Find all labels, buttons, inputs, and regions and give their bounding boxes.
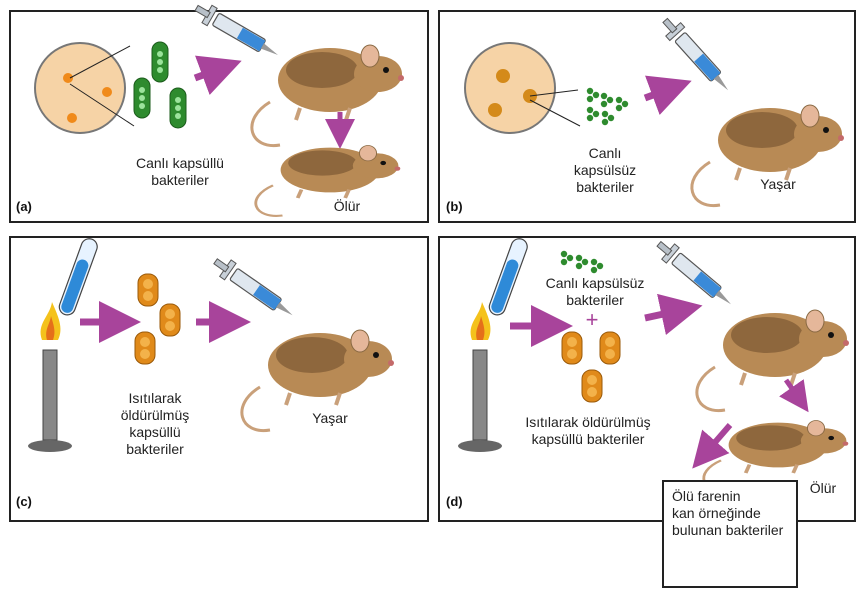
- caption-c: Isıtılarak öldürülmüş kapsüllü bakterile…: [120, 390, 190, 457]
- caption-d-top: Canlı kapsülsüz bakteriler: [545, 275, 645, 308]
- bunsen-burner-icon: [27, 301, 73, 453]
- outcome-b: Yaşar: [760, 176, 796, 192]
- capsulated-bacterium: [169, 87, 187, 129]
- noncapsulated-bacterium: [575, 254, 589, 270]
- result-box: Ölü farenin kan örneğinde bulunan bakter…: [662, 480, 798, 588]
- noncapsulated-bacterium: [600, 92, 614, 108]
- heat-killed-bacterium: [561, 331, 583, 365]
- capsulated-bacterium: [151, 41, 169, 83]
- panel-label-a: (a): [16, 199, 32, 214]
- heat-killed-bacterium: [137, 273, 159, 307]
- heat-killed-bacterium: [134, 331, 156, 365]
- syringe-icon: [190, 0, 284, 65]
- outcome-d: Ölür: [809, 480, 837, 496]
- caption-b: Canlı kapsülsüz bakteriler: [573, 145, 637, 195]
- test-tube-icon: [56, 235, 101, 318]
- heat-killed-bacterium: [599, 331, 621, 365]
- plus-sign: +: [585, 307, 599, 332]
- noncapsulated-bacterium: [586, 106, 600, 122]
- panel-label-c: (c): [16, 494, 32, 509]
- syringe-icon: [657, 13, 737, 98]
- noncapsulated-bacterium: [615, 96, 629, 112]
- syringe-icon: [651, 235, 739, 313]
- heat-killed-bacterium: [581, 369, 603, 403]
- outcome-a: Ölür: [333, 198, 361, 214]
- heat-killed-bacterium: [159, 303, 181, 337]
- noncapsulated-bacterium: [601, 110, 615, 126]
- bunsen-burner-icon: [457, 301, 503, 453]
- panel-label-d: (d): [446, 494, 463, 509]
- petri-dish-a: [34, 42, 135, 134]
- mouse-icon: [249, 43, 406, 148]
- petri-dish-b: [464, 42, 581, 134]
- result-box-caption: Ölü farenin kan örneğinde bulunan bakter…: [672, 488, 784, 538]
- noncapsulated-bacterium: [560, 250, 574, 266]
- test-tube-icon: [486, 235, 531, 318]
- syringe-icon: [209, 252, 299, 324]
- caption-a: Canlı kapsüllü bakteriler: [136, 155, 224, 188]
- caption-d-bottom: Isıtılarak öldürülmüş kapsüllü bakterile…: [525, 414, 651, 447]
- mouse-icon: [694, 308, 851, 413]
- noncapsulated-bacterium: [590, 258, 604, 274]
- outcome-c: Yaşar: [312, 410, 348, 426]
- noncapsulated-bacterium: [586, 87, 600, 103]
- panel-label-b: (b): [446, 199, 463, 214]
- capsulated-bacterium: [133, 77, 151, 119]
